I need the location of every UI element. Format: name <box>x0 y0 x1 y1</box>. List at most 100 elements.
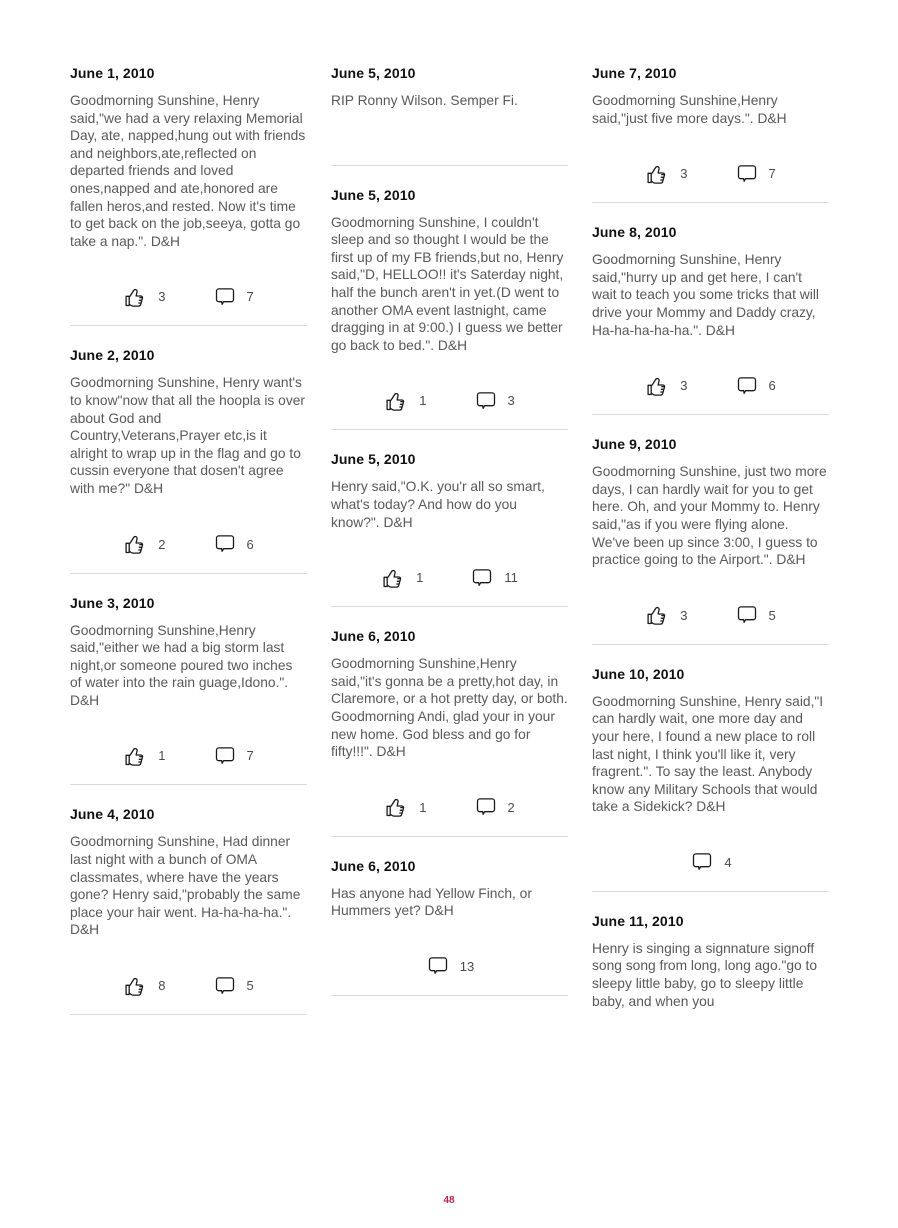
post-date: June 8, 2010 <box>592 224 677 241</box>
like-count: 1 <box>419 393 427 409</box>
post: June 10, 2010 Goodmorning Sunshine, Henr… <box>592 665 829 892</box>
thumbs-up-icon <box>386 392 405 411</box>
post: June 6, 2010 Goodmorning Sunshine,Henry … <box>331 627 568 837</box>
comment-count: 6 <box>768 378 776 394</box>
post-stats: 2 6 <box>70 531 307 558</box>
post-body: Goodmorning Sunshine,Henry said,"either … <box>70 622 293 708</box>
like-stat: 1 <box>384 794 427 820</box>
post: June 2, 2010 Goodmorning Sunshine, Henry… <box>70 346 307 574</box>
post-columns: June 1, 2010 Goodmorning Sunshine, Henry… <box>70 64 829 1035</box>
post-divider <box>592 414 829 416</box>
like-count: 1 <box>416 570 424 586</box>
post-stats: 1 11 <box>331 564 568 591</box>
comment-count: 6 <box>246 536 254 552</box>
thumbs-up-icon <box>125 747 144 766</box>
post-stats: 4 <box>592 849 829 876</box>
like-count: 3 <box>680 378 688 394</box>
post-stats: 3 6 <box>592 372 829 399</box>
comment-stat: 5 <box>212 973 254 999</box>
post-body: Goodmorning Sunshine, just two more days… <box>592 464 827 568</box>
comment-count: 3 <box>507 393 515 409</box>
comment-bubble-icon <box>215 535 234 552</box>
like-stat: 3 <box>645 161 688 187</box>
comment-bubble-icon <box>473 568 492 586</box>
post-date: June 5, 2010 <box>331 186 416 203</box>
comment-stat: 5 <box>734 602 776 628</box>
post-stats: 1 7 <box>70 742 307 769</box>
like-count: 8 <box>158 978 166 994</box>
post-date: June 10, 2010 <box>592 665 685 682</box>
like-count: 3 <box>158 289 166 305</box>
post-divider <box>592 202 829 204</box>
post-body: Henry said,"O.K. you'r all so smart, wha… <box>331 479 545 530</box>
comment-bubble-icon <box>693 853 712 871</box>
post-date: June 4, 2010 <box>70 806 155 823</box>
comment-count: 13 <box>459 958 475 974</box>
post-date: June 5, 2010 <box>331 451 416 468</box>
post-divider <box>331 835 568 837</box>
comment-count: 7 <box>768 166 776 182</box>
post-column: June 5, 2010 RIP Ronny Wilson. Semper Fi… <box>331 64 568 1035</box>
comment-stat: 2 <box>473 794 515 820</box>
comment-bubble-icon <box>428 957 447 975</box>
thumbs-up-icon <box>647 607 666 625</box>
post-date: June 7, 2010 <box>592 65 677 81</box>
like-stat: 1 <box>384 388 427 414</box>
post-body: Has anyone had Yellow Finch, or Hummers … <box>331 885 532 919</box>
thumbs-up-icon <box>125 535 144 554</box>
like-stat: 1 <box>381 565 423 591</box>
post-stats: 3 7 <box>70 283 307 310</box>
post: June 11, 2010 Henry is singing a signnat… <box>592 912 829 1010</box>
page-number: 48 <box>443 1195 455 1206</box>
post: June 7, 2010 Goodmorning Sunshine,Henry … <box>592 64 829 204</box>
post-body: Henry is singing a signnature signoff so… <box>592 940 818 1009</box>
post: June 4, 2010 Goodmorning Sunshine, Had d… <box>70 805 307 1016</box>
comment-bubble-icon <box>215 747 234 764</box>
thumbs-up-icon <box>386 799 405 817</box>
post-stats: 1 2 <box>331 794 568 821</box>
post-body: Goodmorning Sunshine,Henry said,"it's go… <box>331 656 568 760</box>
post: June 5, 2010 Henry said,"O.K. you'r all … <box>331 450 568 608</box>
post-divider <box>331 429 568 431</box>
comment-bubble-icon <box>737 164 756 182</box>
post-stats: 3 5 <box>592 602 829 629</box>
post-column: June 7, 2010 Goodmorning Sunshine,Henry … <box>592 64 829 1035</box>
comment-count: 7 <box>246 289 254 305</box>
comment-count: 5 <box>768 607 776 623</box>
post-date: June 6, 2010 <box>331 628 416 645</box>
post-divider <box>331 606 568 608</box>
post-divider <box>331 164 568 166</box>
like-count: 3 <box>680 166 688 182</box>
comment-count: 7 <box>246 748 254 764</box>
post-date: June 2, 2010 <box>70 347 155 364</box>
post-divider <box>592 890 829 892</box>
post-column: June 1, 2010 Goodmorning Sunshine, Henry… <box>70 64 307 1035</box>
post-body: Goodmorning Sunshine, Henry said,"we had… <box>70 93 306 249</box>
post-date: June 9, 2010 <box>592 436 677 453</box>
comment-bubble-icon <box>737 606 756 624</box>
comment-stat: 6 <box>734 373 776 399</box>
post-body: Goodmorning Sunshine, Henry want's to kn… <box>70 375 305 496</box>
post-stats: 1 3 <box>331 387 568 414</box>
post-date: June 5, 2010 <box>331 65 416 81</box>
comment-stat: 7 <box>212 284 254 310</box>
like-count: 2 <box>158 536 166 552</box>
comment-count: 4 <box>724 854 732 870</box>
like-stat: 3 <box>123 284 166 310</box>
comment-stat: 3 <box>473 388 515 414</box>
thumbs-up-icon <box>647 377 666 396</box>
post-divider <box>70 572 307 574</box>
like-stat: 1 <box>123 743 166 769</box>
comment-stat: 6 <box>212 531 254 557</box>
post-date: June 1, 2010 <box>70 65 155 81</box>
post-body: Goodmorning Sunshine, Henry said,"I can … <box>592 693 824 815</box>
post: June 6, 2010 Has anyone had Yellow Finch… <box>331 857 568 996</box>
comment-stat: 7 <box>212 743 254 769</box>
comment-count: 2 <box>507 799 515 815</box>
post-divider <box>592 643 829 645</box>
post-stats: 13 <box>331 953 568 980</box>
comment-bubble-icon <box>215 288 234 305</box>
post-date: June 6, 2010 <box>331 857 416 874</box>
comment-bubble-icon <box>737 376 756 394</box>
post-stats: 8 5 <box>70 972 307 999</box>
